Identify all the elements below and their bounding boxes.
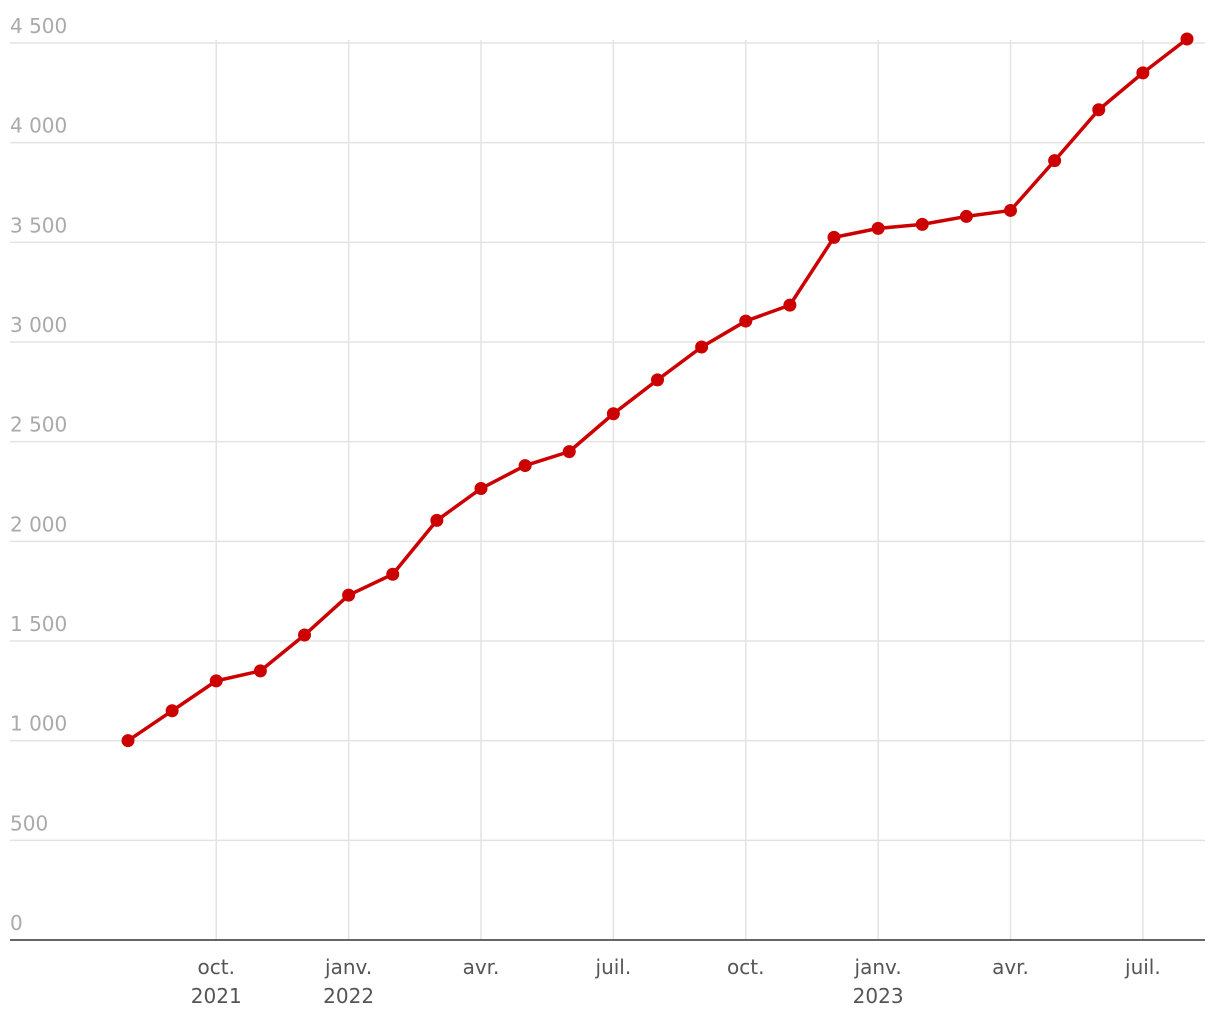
x-tick-label: avr. [463,955,500,979]
y-tick-label: 4 500 [10,14,67,38]
point [1180,32,1194,46]
point [518,459,532,473]
y-tick-label: 4 000 [10,114,67,138]
point [915,217,929,231]
point [783,298,797,312]
x-tick-label: janv. [324,955,372,979]
y-tick-label: 1 500 [10,612,67,636]
point [606,407,620,421]
point [430,513,444,527]
x-tick-label: juil. [595,955,632,979]
y-tick-label: 1 000 [10,712,67,736]
point [1048,154,1062,168]
x-tick-sublabel: 2022 [323,984,374,1008]
point [651,373,664,387]
y-tick-label: 2 500 [10,413,67,437]
point [342,588,356,602]
point [121,734,135,748]
point [253,664,267,678]
y-tick-label: 3 500 [10,213,67,237]
point [298,628,311,642]
y-tick-label: 0 [10,911,23,935]
point [827,230,841,244]
y-tick-label: 2 000 [10,512,67,536]
point [739,314,753,328]
point [209,674,223,688]
point [871,221,885,235]
x-tick-sublabel: 2021 [191,984,242,1008]
y-tick-label: 3 000 [10,313,67,337]
point [1004,203,1017,217]
point [695,340,709,354]
x-tick-label: janv. [854,955,902,979]
point [1136,66,1150,80]
point [386,567,400,581]
y-tick-label: 500 [10,811,48,835]
point [474,482,488,496]
x-tick-label: oct. [198,955,235,979]
point [562,445,576,459]
point [1092,103,1106,117]
x-tick-label: juil. [1124,955,1161,979]
point [165,704,179,718]
x-tick-label: oct. [727,955,764,979]
x-tick-label: avr. [992,955,1029,979]
x-tick-sublabel: 2023 [853,984,904,1008]
point [959,209,973,223]
line [127,37,1189,743]
